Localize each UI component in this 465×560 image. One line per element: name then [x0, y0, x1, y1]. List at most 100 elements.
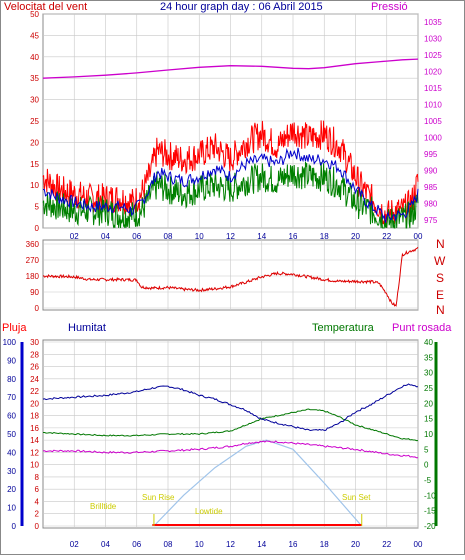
humidity-label: Humitat — [68, 322, 106, 334]
compass-n-bottom: N — [436, 303, 445, 317]
pressure-tick-label: 1030 — [424, 35, 442, 44]
rain-tick-label: 18 — [30, 412, 39, 421]
rain-tick-label: 26 — [30, 363, 39, 372]
temperature-tick-label: -5 — [424, 476, 432, 485]
temperature-line — [43, 408, 418, 442]
date-title: 24 hour graph day : 06 Abril 2015 — [160, 1, 323, 13]
climate-x-tick-label: 18 — [320, 540, 329, 549]
sun-elevation-line — [153, 439, 363, 527]
direction-tick-label: 0 — [35, 304, 40, 313]
dewpoint-line — [42, 440, 418, 459]
direction-tick-label: 270 — [26, 256, 40, 265]
wind-x-tick-label: 20 — [351, 232, 360, 241]
temperature-tick-label: 5 — [424, 445, 429, 454]
rain-tick-label: 14 — [30, 436, 39, 445]
wind-tick-label: 20 — [30, 138, 39, 147]
pressure-tick-label: 1005 — [424, 117, 442, 126]
climate-x-tick-label: 12 — [226, 540, 235, 549]
wind-x-tick-label: 00 — [414, 232, 423, 241]
wind-direction-line — [42, 246, 419, 307]
wind-tick-label: 50 — [30, 10, 39, 19]
wind-x-tick-label: 12 — [226, 232, 235, 241]
temperature-tick-label: 20 — [424, 399, 433, 408]
climate-x-tick-label: 04 — [101, 540, 110, 549]
rain-tick-label: 6 — [35, 485, 40, 494]
temperature-tick-label: 0 — [424, 461, 429, 470]
direction-tick-label: 180 — [26, 272, 40, 281]
temperature-tick-label: -20 — [424, 522, 436, 531]
wind-x-tick-label: 04 — [101, 232, 110, 241]
climate-x-tick-label: 22 — [382, 540, 391, 549]
wind-avg-line — [42, 147, 419, 223]
wind-x-tick-label: 10 — [195, 232, 204, 241]
climate-x-tick-label: 14 — [257, 540, 266, 549]
pressure-title: Pressió — [371, 1, 408, 13]
rain-tick-label: 24 — [30, 375, 39, 384]
direction-tick-label: 90 — [30, 288, 39, 297]
humidity-tick-label: 60 — [7, 412, 16, 421]
wind-tick-label: 10 — [30, 181, 39, 190]
dewpoint-label: Punt rosada — [392, 322, 452, 334]
rain-tick-label: 0 — [35, 522, 40, 531]
pressure-tick-label: 980 — [424, 199, 438, 208]
temperature-tick-label: 25 — [424, 384, 433, 393]
humidity-line — [42, 383, 419, 432]
humidity-tick-label: 70 — [7, 393, 16, 402]
temperature-tick-label: 30 — [424, 369, 433, 378]
rain-tick-label: 8 — [35, 473, 40, 482]
wind-x-tick-label: 06 — [132, 232, 141, 241]
climate-x-tick-label: 06 — [132, 540, 141, 549]
rain-tick-label: 4 — [35, 497, 40, 506]
temperature-label: Temperatura — [312, 322, 375, 334]
pressure-tick-label: 990 — [424, 166, 438, 175]
pressure-tick-label: 995 — [424, 150, 438, 159]
climate-x-tick-label: 02 — [70, 540, 79, 549]
temperature-tick-label: 10 — [424, 430, 433, 439]
humidity-tick-label: 10 — [7, 504, 16, 513]
pressure-tick-label: 1015 — [424, 84, 442, 93]
pressure-line — [42, 58, 419, 79]
pressure-tick-label: 1020 — [424, 68, 442, 77]
climate-x-tick-label: 20 — [351, 540, 360, 549]
temperature-tick-label: -10 — [424, 491, 436, 500]
wind-tick-label: 45 — [30, 31, 39, 40]
climate-x-tick-label: 08 — [164, 540, 173, 549]
rain-tick-label: 22 — [30, 387, 39, 396]
compass-e: E — [436, 288, 444, 302]
temperature-tick-label: 40 — [424, 338, 433, 347]
axes-layer: 0510152025303540455097598098599099510001… — [3, 10, 443, 549]
climate-x-tick-label: 10 — [195, 540, 204, 549]
wind-x-tick-label: 22 — [382, 232, 391, 241]
wind-tick-label: 35 — [30, 74, 39, 83]
rain-tick-label: 10 — [30, 461, 39, 470]
humidity-tick-label: 100 — [3, 338, 17, 347]
temperature-tick-label: 35 — [424, 353, 433, 362]
rain-label: Pluja — [2, 322, 27, 334]
wind-tick-label: 0 — [35, 224, 40, 233]
wind-tick-label: 30 — [30, 96, 39, 105]
sunrise-label: Sun Rise — [142, 493, 175, 502]
rain-tick-label: 20 — [30, 399, 39, 408]
pressure-tick-label: 1035 — [424, 18, 442, 27]
moonrise-label: Brilltide — [90, 502, 117, 511]
temperature-tick-label: 15 — [424, 415, 433, 424]
humidity-tick-label: 40 — [7, 448, 16, 457]
wind-x-tick-label: 02 — [70, 232, 79, 241]
climate-x-tick-label: 16 — [289, 540, 298, 549]
pressure-tick-label: 1025 — [424, 51, 442, 60]
temperature-tick-label: -15 — [424, 507, 436, 516]
wind-x-tick-label: 18 — [320, 232, 329, 241]
pressure-tick-label: 1010 — [424, 101, 442, 110]
rain-tick-label: 28 — [30, 350, 39, 359]
humidity-tick-label: 20 — [7, 485, 16, 494]
humidity-tick-label: 30 — [7, 467, 16, 476]
sunset-label: Sun Set — [342, 493, 371, 502]
wind-tick-label: 5 — [35, 203, 40, 212]
wind-title: Velocitat del vent — [4, 1, 87, 13]
pressure-tick-label: 975 — [424, 216, 438, 225]
rain-tick-label: 16 — [30, 424, 39, 433]
humidity-tick-label: 50 — [7, 430, 16, 439]
wind-tick-label: 15 — [30, 160, 39, 169]
